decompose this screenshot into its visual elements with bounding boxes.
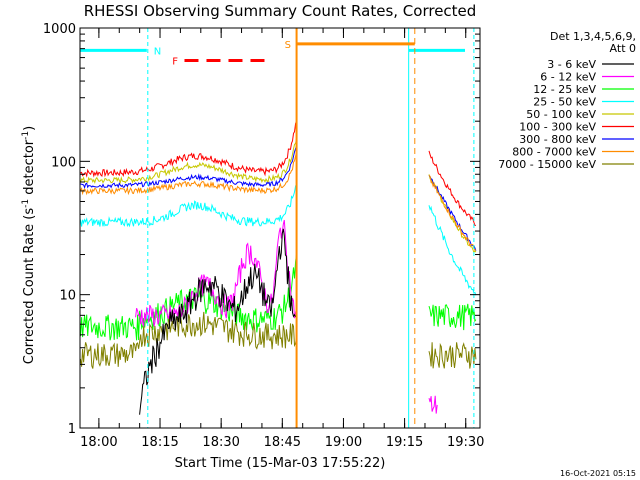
series-line-100-300-post xyxy=(428,150,476,226)
legend-label: 800 - 7000 keV xyxy=(512,146,596,159)
x-tick-label: 19:00 xyxy=(325,435,362,450)
series-line-100-300 xyxy=(80,120,298,178)
series-line-7000-15000 xyxy=(80,311,298,369)
x-tick-label: 18:00 xyxy=(80,435,117,450)
x-tick-label: 18:15 xyxy=(141,435,178,450)
y-tick-label: 100 xyxy=(51,155,76,170)
series-line-800-7000 xyxy=(80,152,298,196)
series-line-12-25 xyxy=(80,253,298,341)
series-line-7000-15000-post xyxy=(428,342,477,369)
x-tick-label: 18:45 xyxy=(264,435,301,450)
svg-text:Corrected Count Rate (s-1 dete: Corrected Count Rate (s-1 detector-1) xyxy=(21,126,37,364)
x-tick-label: 18:30 xyxy=(202,435,239,450)
series-line-6-12-post xyxy=(428,395,438,414)
series-line-25-50-post xyxy=(428,205,477,296)
legend-label: 7000 - 15000 keV xyxy=(498,158,596,171)
series-line-12-25-post xyxy=(428,303,477,331)
chart-title: RHESSI Observing Summary Count Rates, Co… xyxy=(84,2,477,20)
legend-label: 3 - 6 keV xyxy=(547,58,596,71)
legend-label: 25 - 50 keV xyxy=(533,96,596,109)
flag-label-s: S xyxy=(285,40,291,51)
series-line-50-100 xyxy=(80,137,298,185)
series-line-25-50 xyxy=(80,185,297,228)
legend-label: 12 - 25 keV xyxy=(533,83,596,96)
y-tick-label: 1 xyxy=(68,422,76,437)
legend-label: 50 - 100 keV xyxy=(526,108,596,121)
timestamp-footer: 16-Oct-2021 05:15 xyxy=(560,469,636,478)
flag-label-n: N xyxy=(154,46,161,57)
x-tick-label: 19:15 xyxy=(386,435,423,450)
legend-label: 6 - 12 keV xyxy=(540,71,596,84)
series-line-3-6 xyxy=(139,228,297,415)
legend-header: Det 1,3,4,5,6,9, xyxy=(550,30,636,43)
x-tick-label: 19:30 xyxy=(447,435,484,450)
series-line-300-800 xyxy=(80,145,298,190)
axes: 1 10 100 1000 18:00 18:15 18:30 18:45 19:00 19:15… xyxy=(43,22,485,450)
x-axis-label: Start Time (15-Mar-03 17:55:22) xyxy=(175,456,386,471)
y-tick-label: 1000 xyxy=(43,22,76,37)
legend-label: 100 - 300 keV xyxy=(519,121,596,134)
flag-label-f: F xyxy=(172,57,178,68)
plot-area: N S F xyxy=(80,28,477,428)
legend-header: Att 0 xyxy=(610,42,636,55)
y-tick-label: 10 xyxy=(59,289,76,304)
series-line-6-12 xyxy=(135,219,298,327)
series-line-800-7000-post xyxy=(428,174,476,251)
plot-frame xyxy=(79,27,481,429)
y-axis-label: Corrected Count Rate (s-1 detector-1) xyxy=(21,126,37,364)
legend-label: 300 - 800 keV xyxy=(519,133,596,146)
